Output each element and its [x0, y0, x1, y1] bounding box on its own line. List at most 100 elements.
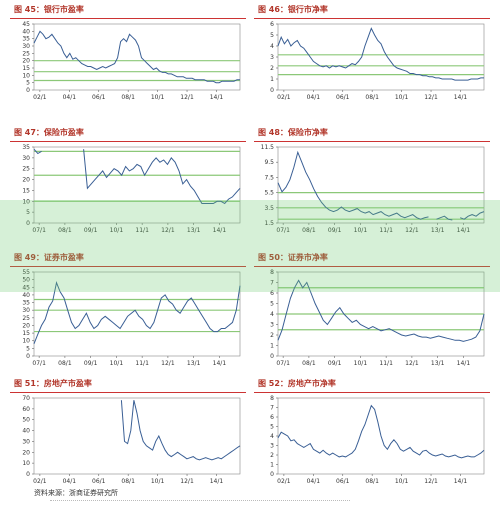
x-tick-label: 07/1 [276, 227, 290, 234]
y-tick-label: 0 [26, 87, 30, 94]
line-chart: 0 5 10 15 20 25 30 35 07/1 08/1 09/1 10/1 11/1 12/1 13… [22, 144, 241, 234]
x-tick-label: 11/1 [379, 227, 393, 234]
y-tick-label: 5 [270, 32, 274, 39]
y-tick-label: 2 [270, 332, 274, 339]
chart-title: 图 47：保险市盈率 [14, 128, 84, 137]
x-tick-label: 02/1 [277, 478, 291, 485]
plot-frame [33, 146, 241, 224]
chart-title: 图 52：房地产市净率 [258, 379, 336, 388]
y-tick-label: 35 [22, 36, 30, 43]
source-note: 资料来源：浙商证券研究所 [34, 489, 118, 497]
x-tick-label: 12/1 [180, 478, 194, 485]
y-tick-label: 5 [270, 424, 274, 431]
x-tick-label: 04/1 [63, 94, 77, 101]
y-tick-label: 1 [270, 343, 274, 350]
x-tick-label: 09/1 [84, 360, 98, 367]
x-tick-label: 06/1 [92, 478, 106, 485]
x-tick-label: 02/1 [277, 94, 291, 101]
y-tick-label: 1.5 [264, 220, 274, 227]
y-tick-label: 30 [22, 155, 30, 162]
series-line [277, 404, 485, 459]
title-rule [10, 392, 246, 393]
y-tick-label: 0 [270, 87, 274, 94]
y-tick-label: 3.5 [264, 205, 274, 212]
y-tick-label: 5 [26, 209, 30, 216]
series-line [120, 400, 241, 461]
y-tick-label: 35 [22, 144, 30, 151]
x-tick-label: 10/1 [395, 94, 409, 101]
title-rule [10, 18, 246, 19]
x-tick-label: 11/1 [135, 227, 149, 234]
footnote-divider [50, 500, 350, 504]
series-line [33, 30, 240, 84]
plot-frame [33, 397, 241, 475]
x-tick-label: 02/1 [33, 478, 47, 485]
y-tick-label: 4 [270, 43, 274, 50]
x-tick-label: 04/1 [307, 94, 321, 101]
y-tick-label: 9.5 [264, 159, 274, 166]
y-tick-label: 7.5 [264, 174, 274, 181]
y-tick-label: 6 [270, 21, 274, 28]
x-tick-label: 13/1 [431, 360, 445, 367]
x-tick-label: 08/1 [121, 94, 135, 101]
x-tick-label: 09/1 [328, 227, 342, 234]
y-tick-label: 55 [22, 269, 30, 276]
title-rule [254, 392, 490, 393]
y-tick-label: 5 [26, 345, 30, 352]
x-tick-label: 13/1 [431, 227, 445, 234]
y-tick-label: 50 [22, 417, 30, 424]
x-tick-label: 06/1 [336, 478, 350, 485]
y-tick-label: 15 [22, 65, 30, 72]
y-tick-label: 6 [270, 290, 274, 297]
chart-title: 图 50：证券市净率 [258, 253, 328, 262]
y-tick-label: 40 [22, 428, 30, 435]
y-tick-label: 20 [22, 322, 30, 329]
x-tick-label: 10/1 [354, 227, 368, 234]
x-tick-label: 14/1 [457, 360, 471, 367]
y-tick-label: 10 [22, 72, 30, 79]
line-chart: 0 1 2 3 4 5 6 02/1 04/1 06/1 08/1 10/1 12/1 14/1 [270, 21, 485, 101]
y-tick-label: 20 [22, 449, 30, 456]
plot-frame [277, 146, 485, 224]
y-tick-label: 25 [22, 166, 30, 173]
x-tick-label: 08/1 [121, 478, 135, 485]
x-tick-label: 11/1 [135, 360, 149, 367]
y-tick-label: 5 [26, 80, 30, 87]
title-rule [254, 18, 490, 19]
y-tick-label: 5.5 [264, 190, 274, 197]
x-tick-label: 07/1 [32, 360, 46, 367]
x-tick-label: 08/1 [58, 360, 72, 367]
y-tick-label: 25 [22, 50, 30, 57]
x-tick-label: 10/1 [110, 360, 124, 367]
y-tick-label: 7 [270, 280, 274, 287]
line-chart: 0 10 20 30 40 50 60 70 02/1 04/1 06/1 08/1 10/1 12/1 1… [22, 395, 241, 485]
x-tick-label: 13/1 [187, 360, 201, 367]
y-tick-label: 25 [22, 315, 30, 322]
x-tick-label: 12/1 [180, 94, 194, 101]
chart-panel-bank-pe: 图 45：银行市盈率 0 5 10 15 20 25 30 35 40 45 02/1 04/1 06/… [10, 2, 248, 118]
x-tick-label: 14/1 [213, 227, 227, 234]
x-tick-label: 08/1 [365, 94, 379, 101]
plot-frame [33, 23, 241, 91]
y-tick-label: 10 [22, 460, 30, 467]
x-tick-label: 06/1 [336, 94, 350, 101]
x-tick-label: 10/1 [395, 478, 409, 485]
y-tick-label: 20 [22, 58, 30, 65]
y-tick-label: 4 [270, 311, 274, 318]
x-tick-label: 10/1 [151, 478, 165, 485]
y-tick-label: 40 [22, 292, 30, 299]
chart-title: 图 45：银行市盈率 [14, 5, 84, 14]
x-tick-label: 08/1 [365, 478, 379, 485]
y-tick-label: 8 [270, 269, 274, 276]
x-tick-label: 08/1 [302, 360, 316, 367]
x-tick-label: 04/1 [307, 478, 321, 485]
title-rule [10, 266, 246, 267]
chart-panel-realestate-pe: 图 51：房地产市盈率 0 10 20 30 40 50 60 70 02/1 04/1 06/1 0… [10, 376, 248, 492]
chart-panel-insurance-pe: 图 47：保险市盈率 0 5 10 15 20 25 30 35 07/1 08/1 09/1 10/… [10, 125, 248, 241]
y-tick-label: 11.5 [261, 144, 275, 151]
x-tick-label: 13/1 [187, 227, 201, 234]
plot-frame [277, 23, 485, 91]
title-rule [254, 141, 490, 142]
chart-panel-securities-pb: 图 50：证券市净率 0 1 2 3 4 5 6 7 8 07/1 08/1 09/1 10/1 11/1… [254, 250, 492, 367]
